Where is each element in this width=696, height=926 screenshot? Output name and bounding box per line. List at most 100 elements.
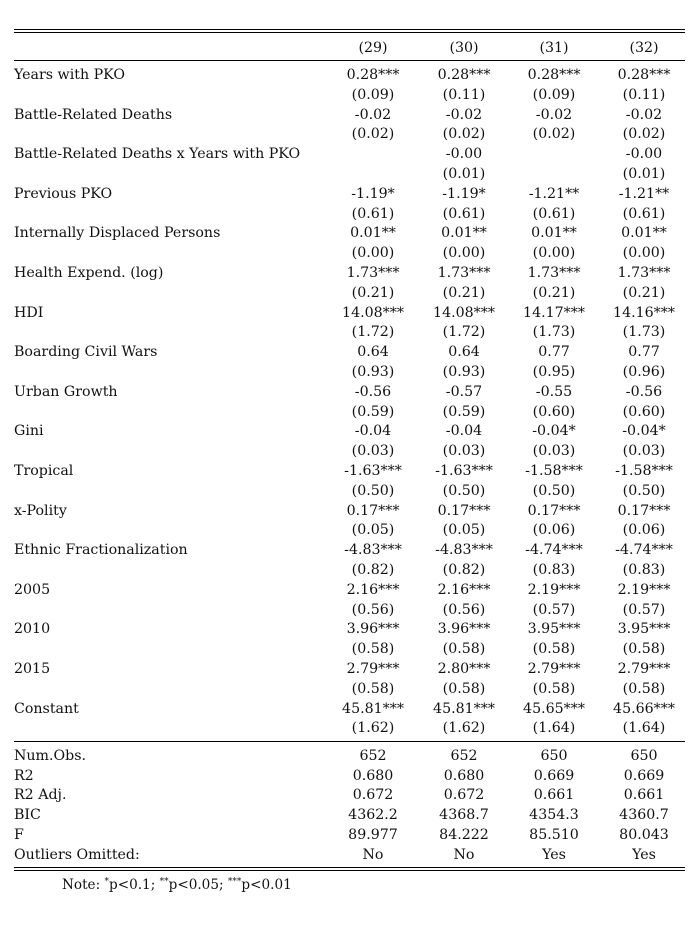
coef-cell: 1.73*** (346, 265, 400, 281)
se-cell: (0.60) (622, 403, 666, 420)
stat-label: Num.Obs. (14, 748, 87, 764)
coef-cell: -1.19* (442, 185, 486, 202)
se-cell: (0.58) (351, 680, 395, 697)
coef-cell: -4.74*** (525, 542, 583, 559)
row-label: Health Expend. (log) (14, 265, 164, 281)
se-cell: (0.00) (351, 245, 395, 262)
se-cell: (0.21) (351, 284, 395, 301)
note-mark-3: *** (227, 877, 242, 887)
se-cell: (0.03) (442, 443, 486, 460)
stat-cell: No (362, 846, 384, 863)
se-cell: (1.62) (351, 720, 395, 737)
se-cell: (0.03) (532, 443, 576, 460)
se-cell: (0.93) (442, 364, 486, 380)
coef-cell: -0.00 (445, 146, 483, 163)
se-cell: (0.03) (622, 443, 666, 460)
se-cell: (0.58) (442, 641, 486, 658)
coef-cell: 3.95*** (617, 621, 671, 638)
coef-cell: 0.28*** (617, 67, 671, 83)
coef-cell: 0.01** (531, 225, 577, 242)
coef-cell: 45.81*** (342, 700, 404, 717)
stat-cell: 0.669 (533, 767, 575, 784)
se-cell: (0.21) (442, 284, 486, 301)
se-cell: (0.00) (622, 245, 666, 262)
se-cell: (0.01) (442, 166, 486, 182)
stat-cell: 0.669 (623, 767, 665, 784)
coef-cell: -0.55 (535, 383, 573, 400)
note-prefix: Note: (62, 877, 105, 893)
coef-cell: -0.04* (622, 423, 666, 440)
se-cell: (0.06) (622, 522, 666, 539)
se-cell: (0.09) (351, 86, 395, 103)
coef-cell: 2.19*** (617, 581, 671, 598)
se-cell: (1.62) (442, 720, 486, 737)
stat-cell: 4360.7 (619, 807, 669, 824)
coef-cell: 3.96*** (437, 621, 491, 638)
stat-cell: 0.672 (352, 787, 394, 804)
se-cell: (1.73) (622, 324, 666, 341)
se-cell: (0.02) (351, 126, 395, 143)
bottom-rule-1 (14, 867, 685, 868)
se-cell: (0.06) (532, 522, 576, 539)
row-label: HDI (14, 304, 44, 321)
coef-cell: -4.83*** (344, 542, 402, 559)
note-mark-2: ** (159, 877, 169, 887)
column-header: (32) (629, 40, 659, 56)
coef-cell: -1.63*** (435, 463, 493, 479)
coef-cell: -0.56 (625, 383, 663, 400)
stat-cell: 80.043 (619, 826, 669, 843)
stat-cell: 650 (540, 748, 568, 764)
coef-cell: -0.02 (354, 106, 392, 123)
se-cell: (0.11) (442, 86, 486, 103)
coef-cell: 3.95*** (527, 621, 581, 638)
stat-cell: No (453, 846, 475, 863)
se-cell: (0.58) (442, 680, 486, 697)
top-rule-1 (14, 29, 685, 30)
stat-label: R2 (14, 767, 34, 784)
se-cell: (0.02) (622, 126, 666, 143)
stat-cell: 0.672 (443, 787, 485, 804)
se-cell: (1.72) (442, 324, 486, 341)
coef-cell: 2.79*** (346, 661, 400, 677)
se-cell: (1.72) (351, 324, 395, 341)
se-cell: (0.50) (532, 482, 576, 499)
coef-cell: -1.58*** (525, 463, 583, 479)
coef-cell: 0.28*** (527, 67, 581, 83)
coef-cell: 3.96*** (346, 621, 400, 638)
se-cell: (0.83) (622, 562, 666, 578)
stat-label: Outliers Omitted: (14, 846, 140, 863)
se-cell: (0.60) (532, 403, 576, 420)
stat-label: F (14, 826, 24, 843)
coef-cell: -1.21** (618, 185, 670, 202)
coef-cell: 0.17*** (617, 502, 671, 519)
se-cell: (0.03) (351, 443, 395, 460)
se-cell: (0.02) (442, 126, 486, 143)
se-cell: (0.58) (622, 641, 666, 658)
se-cell: (0.82) (442, 562, 486, 578)
coef-cell: -4.83*** (435, 542, 493, 559)
row-label: Previous PKO (14, 185, 113, 202)
coef-cell: 0.77 (628, 344, 660, 361)
column-header: (29) (358, 40, 388, 56)
se-cell: (0.50) (442, 482, 486, 499)
se-cell: (0.61) (442, 205, 486, 222)
stat-cell: 652 (359, 748, 387, 764)
se-cell: (0.82) (351, 562, 395, 578)
stat-cell: 89.977 (348, 826, 398, 843)
se-cell: (0.05) (351, 522, 395, 539)
stats-rule (14, 741, 685, 742)
coef-cell: 0.28*** (437, 67, 491, 83)
stat-cell: 650 (630, 748, 658, 764)
coef-cell: 14.08*** (433, 304, 495, 321)
coef-cell: -1.21** (528, 185, 580, 202)
coef-cell: 0.64 (357, 344, 389, 361)
coef-cell: 14.08*** (342, 304, 404, 321)
coef-cell: 45.66*** (613, 700, 675, 717)
se-cell: (0.56) (351, 601, 395, 618)
se-cell: (0.59) (351, 403, 395, 420)
stat-cell: 4354.3 (529, 807, 579, 824)
se-cell: (0.57) (532, 601, 576, 618)
se-cell: (0.58) (622, 680, 666, 697)
coef-cell: -1.63*** (344, 463, 402, 479)
